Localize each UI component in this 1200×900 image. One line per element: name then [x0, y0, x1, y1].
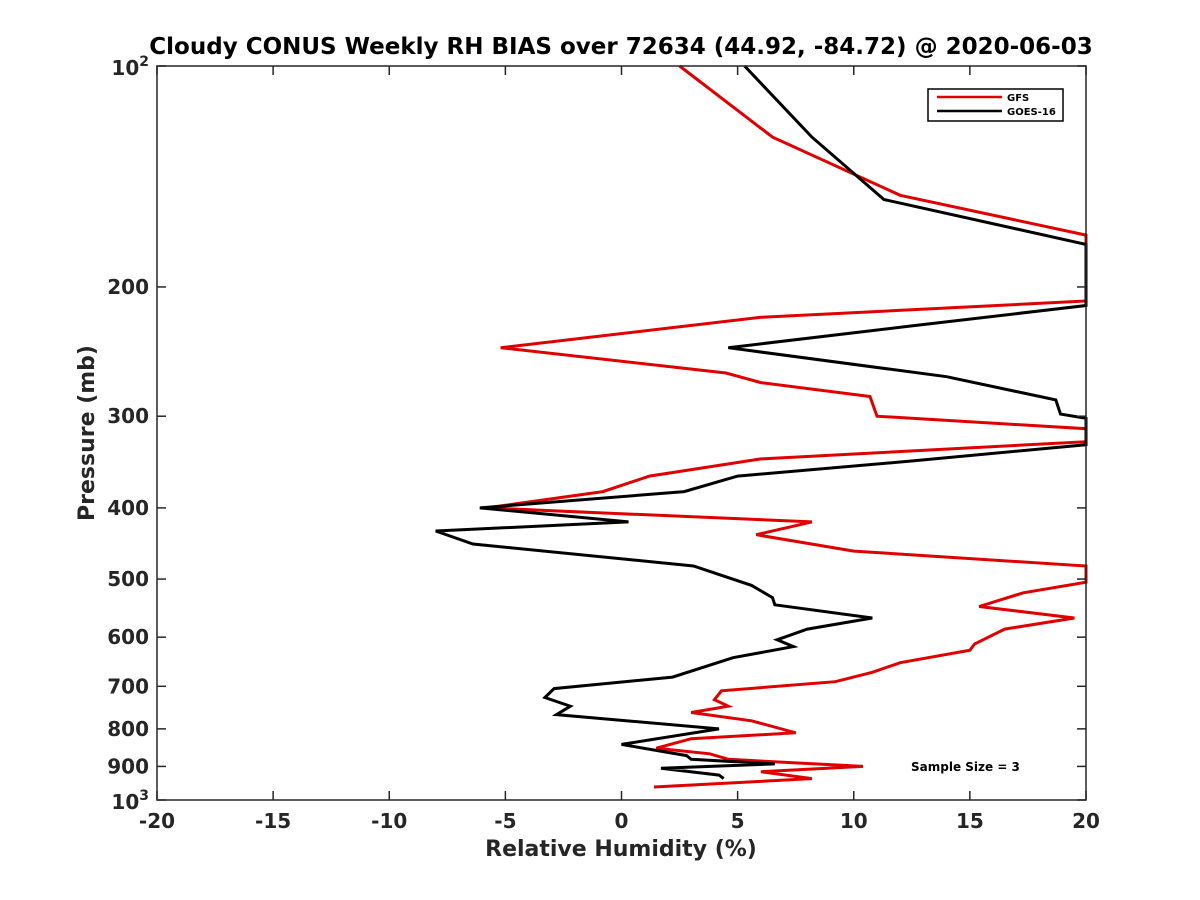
x-tick-label: -5 [494, 809, 516, 833]
x-tick-label: -15 [255, 809, 291, 833]
x-tick-label: 20 [1072, 809, 1100, 833]
x-tick-label: 10 [840, 809, 868, 833]
x-tick-label: 15 [956, 809, 984, 833]
legend-label-gfs: GFS [1007, 93, 1029, 104]
series-line-goes16 [435, 64, 1088, 780]
plot-area: -20 -15 -10 -5 0 5 10 15 20 10220030040050060070… [107, 54, 1100, 833]
x-tick-label: -20 [139, 809, 175, 833]
legend: GFS GOES-16 [927, 88, 1064, 122]
y-tick-label: 600 [107, 625, 149, 649]
y-tick-label: 300 [107, 404, 149, 428]
series-line-gfs [486, 64, 1088, 789]
y-tick-label: 800 [107, 717, 149, 741]
legend-label-goes16: GOES-16 [1007, 107, 1056, 118]
y-tick-label: 700 [107, 674, 149, 698]
y-tick-label: 200 [107, 275, 149, 299]
y-tick-label: 400 [107, 496, 149, 520]
y-tick-label: 900 [107, 754, 149, 778]
series-layer [435, 64, 1088, 789]
x-axis-ticks: -20 -15 -10 -5 0 5 10 15 20 [139, 66, 1100, 833]
chart-title: Cloudy CONUS Weekly RH BIAS over 72634 (… [149, 34, 1092, 60]
y-axis-label: Pressure (mb) [75, 345, 100, 521]
x-tick-label: 0 [615, 809, 629, 833]
x-tick-label: 5 [731, 809, 745, 833]
y-tick-label: 500 [107, 567, 149, 591]
sample-size-annotation: Sample Size = 3 [911, 760, 1020, 774]
legend-box [927, 88, 1064, 122]
x-tick-label: -10 [371, 809, 407, 833]
x-axis-label: Relative Humidity (%) [485, 837, 757, 862]
